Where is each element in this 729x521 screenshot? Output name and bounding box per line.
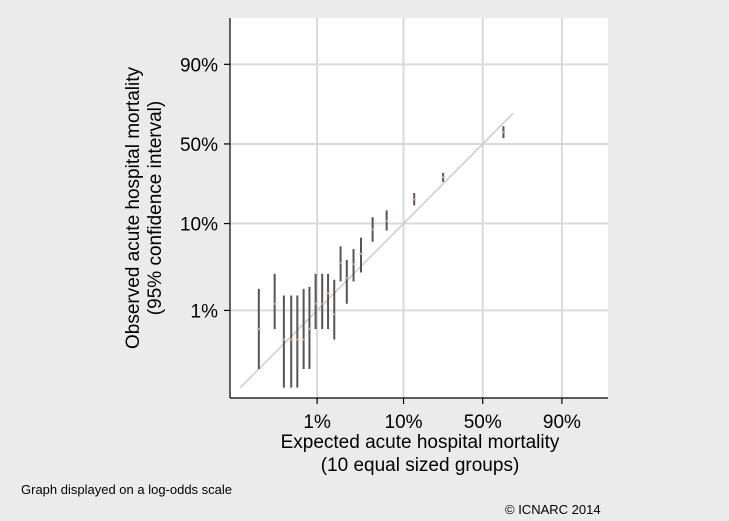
x-tick-label: 50% (464, 412, 502, 433)
y-axis-label-line1: Observed acute hospital mortality (123, 67, 144, 349)
y-tick-label: 90% (180, 55, 218, 76)
x-tick-label: 1% (303, 412, 331, 433)
copyright-text: © ICNARC 2014 (505, 502, 601, 517)
reference-line-segment (239, 112, 514, 389)
x-tick-label: 90% (543, 412, 581, 433)
x-axis-label-line2: (10 equal sized groups) (321, 455, 520, 476)
x-ticks: 1% 10% 50% 90% (303, 398, 581, 433)
x-tick-label: 10% (385, 412, 423, 433)
y-ticks: 1% 10% 50% 90% (180, 55, 230, 322)
x-axis-label-line1: Expected acute hospital mortality (281, 432, 560, 453)
y-axis-label-line2: (95% confidence interval) (145, 101, 166, 315)
reference-line (239, 112, 514, 389)
y-tick-label: 10% (180, 215, 218, 236)
gridlines (230, 18, 608, 398)
y-tick-label: 1% (191, 301, 219, 322)
confidence-intervals (257, 126, 505, 388)
y-tick-label: 50% (180, 135, 218, 156)
scale-footnote: Graph displayed on a log-odds scale (21, 482, 233, 497)
axes (229, 18, 608, 399)
